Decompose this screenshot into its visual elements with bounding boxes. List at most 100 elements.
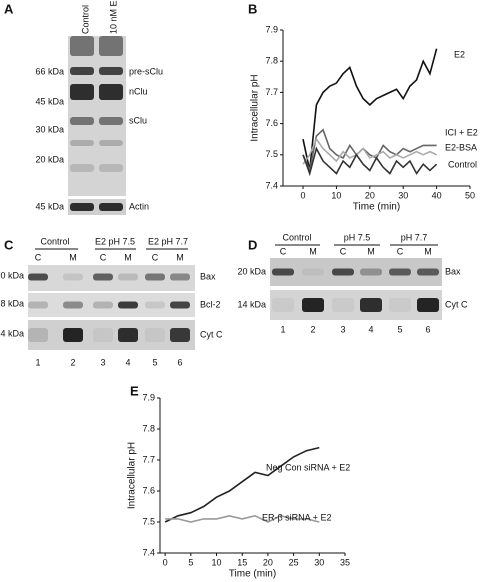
- band-label: Cyt C: [200, 329, 223, 339]
- x-tick-label: 10: [331, 190, 341, 200]
- fraction-label: M: [309, 246, 317, 256]
- data-line: [302, 137, 437, 165]
- data-line: [302, 146, 438, 177]
- panel-letter: A: [4, 1, 14, 16]
- band-label: nClu: [129, 86, 148, 96]
- blot-band: [145, 273, 165, 281]
- x-tick-label: 10: [212, 557, 222, 567]
- fraction-label: C: [35, 252, 42, 262]
- marker-label: 45 kDa: [35, 96, 64, 106]
- marker-label: 14 kDa: [237, 299, 266, 309]
- blot-strip: [270, 290, 442, 320]
- blot-band: [99, 36, 123, 56]
- blot-band: [417, 268, 439, 276]
- x-tick-label: 0: [301, 190, 306, 200]
- blot-band: [63, 273, 83, 281]
- series-label: Control: [448, 159, 477, 169]
- y-tick-label: 7.7: [142, 454, 155, 464]
- group-label: E2 pH 7.7: [148, 236, 188, 246]
- blot-band: [272, 298, 294, 312]
- lane-number: 3: [100, 357, 105, 367]
- blot-band: [99, 84, 123, 100]
- y-tick-label: 7.4: [265, 180, 278, 190]
- y-tick-label: 7.8: [265, 56, 278, 66]
- blot-band: [170, 301, 190, 309]
- marker-label: 20 kDa: [35, 154, 64, 164]
- series-label: ICI + E2: [445, 127, 478, 137]
- lane-number: 5: [397, 324, 402, 334]
- band-label: Actin: [129, 201, 149, 211]
- group-label: pH 7.5: [344, 232, 371, 242]
- panel-letter: E: [130, 383, 139, 398]
- marker-label: 66 kDa: [35, 66, 64, 76]
- band-label: pre-sClu: [129, 66, 163, 76]
- fraction-label: C: [280, 246, 287, 256]
- lane-number: 2: [70, 357, 75, 367]
- fraction-label: M: [69, 252, 77, 262]
- blot-band: [99, 203, 123, 211]
- blot-band: [70, 203, 94, 211]
- lane-number: 2: [310, 324, 315, 334]
- blot-band: [302, 268, 324, 276]
- blot-band: [332, 298, 354, 312]
- group-label: Control: [40, 236, 69, 246]
- series-label: E2: [454, 49, 465, 59]
- blot-strip: [28, 320, 195, 350]
- y-tick-label: 7.4: [142, 547, 155, 557]
- y-tick-label: 7.6: [265, 118, 278, 128]
- x-tick-label: 40: [432, 190, 442, 200]
- blot-band: [170, 273, 190, 281]
- lane-label: 10 nM E2: [108, 0, 118, 34]
- y-tick-label: 7.5: [142, 516, 155, 526]
- marker-label: 20 kDa: [0, 270, 24, 280]
- blot-band: [99, 164, 123, 172]
- data-line: [302, 128, 437, 174]
- lane-label: Control: [80, 5, 90, 34]
- fraction-label: M: [124, 252, 132, 262]
- data-line: [165, 514, 320, 523]
- blot-band: [28, 328, 48, 342]
- lane-number: 6: [425, 324, 430, 334]
- band-label: Bax: [200, 271, 216, 281]
- y-tick-label: 7.5: [265, 149, 278, 159]
- x-axis-label: Time (min): [353, 202, 400, 213]
- marker-label: 20 kDa: [237, 266, 266, 276]
- lane-number: 1: [35, 357, 40, 367]
- group-label: pH 7.7: [401, 232, 428, 242]
- blot-band: [63, 328, 83, 342]
- blot-band: [145, 328, 165, 342]
- blot-band: [70, 140, 94, 146]
- blot-band: [360, 268, 382, 276]
- x-tick-label: 35: [340, 557, 350, 567]
- series-label: ER-β siRNA + E2: [262, 512, 331, 522]
- y-tick-label: 7.9: [142, 392, 155, 402]
- x-tick-label: 30: [398, 190, 408, 200]
- band-label: sClu: [129, 115, 147, 125]
- blot-band: [118, 273, 138, 281]
- blot-strip: [270, 258, 442, 286]
- x-tick-label: 50: [465, 190, 475, 200]
- y-tick-label: 7.7: [265, 87, 278, 97]
- y-axis-label: Intracellular pH: [250, 74, 261, 141]
- panel-letter: C: [4, 237, 14, 252]
- data-line: [302, 48, 438, 171]
- lane-number: 3: [340, 324, 345, 334]
- blot-band: [70, 164, 94, 172]
- blot-band: [118, 328, 138, 342]
- x-tick-label: 0: [163, 557, 168, 567]
- marker-label: 28 kDa: [0, 298, 24, 308]
- series-label: Neg Con siRNA + E2: [266, 462, 350, 472]
- data-line: [164, 446, 320, 523]
- x-axis-label: Time (min): [229, 569, 276, 580]
- x-tick-label: 15: [237, 557, 247, 567]
- group-label: Control: [282, 232, 311, 242]
- blot-strip: [28, 293, 195, 317]
- fraction-label: C: [340, 246, 347, 256]
- band-label: Bcl-2: [200, 299, 221, 309]
- blot-strip: [68, 36, 126, 196]
- band-label: Cyt C: [445, 299, 468, 309]
- lane-number: 6: [177, 357, 182, 367]
